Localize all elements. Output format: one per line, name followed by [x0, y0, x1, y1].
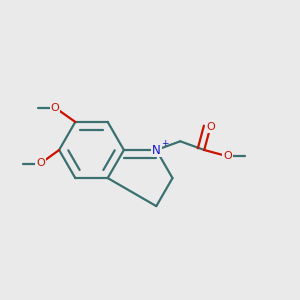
- Text: O: O: [206, 122, 215, 132]
- Text: O: O: [223, 151, 232, 161]
- Text: O: O: [36, 158, 45, 169]
- Text: O: O: [50, 103, 59, 112]
- Text: N: N: [152, 143, 161, 157]
- Text: +: +: [162, 139, 169, 148]
